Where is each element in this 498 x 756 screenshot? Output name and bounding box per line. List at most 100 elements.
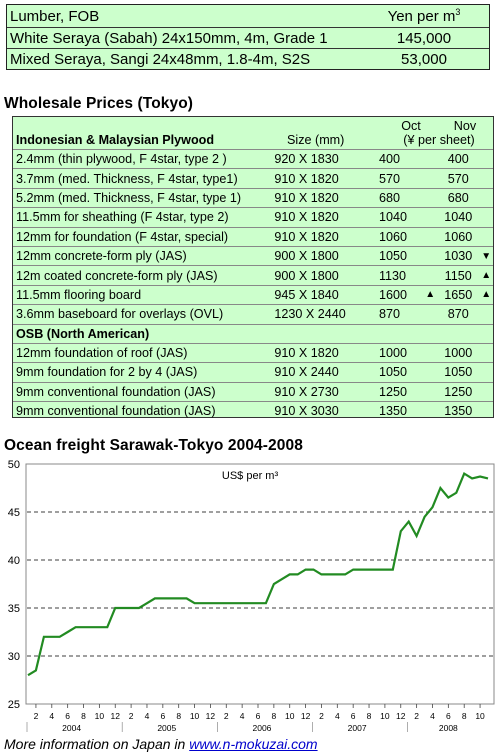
nov-price: 1060 (444, 229, 473, 244)
nov-price: 570 (447, 171, 469, 186)
x-tick-label: 8 (271, 711, 276, 721)
product-name: 3.6mm baseboard for overlays (OVL) (16, 307, 224, 322)
y-tick-label: 30 (8, 651, 20, 663)
x-year-label: 2007 (348, 723, 367, 733)
oct-price: 1040 (378, 210, 407, 225)
y-tick-label: 50 (8, 459, 20, 471)
lumber-header-row: Lumber, FOB Yen per m3 (7, 5, 489, 27)
plywood-row: 11.5mm flooring board 945 X 1840 1600 ▲ 1650… (13, 284, 493, 304)
nov-price: 680 (447, 190, 469, 205)
x-tick-label: 12 (111, 711, 121, 721)
product-size: 1230 X 2440 (274, 307, 346, 322)
x-year-label: 2008 (439, 723, 458, 733)
freight-title: Ocean freight Sarawak-Tokyo 2004-2008 (4, 437, 303, 454)
x-tick-label: 12 (301, 711, 311, 721)
product-name: 5.2mm (med. Thickness, F 4star, type 1) (16, 190, 242, 205)
x-tick-label: 2 (34, 711, 39, 721)
oct-price: 400 (378, 152, 400, 167)
x-tick-label: 4 (335, 711, 340, 721)
x-tick-label: 6 (446, 711, 451, 721)
product-size: 945 X 1840 (274, 287, 339, 302)
x-tick-label: 6 (160, 711, 165, 721)
product-size: 910 X 2730 (274, 384, 339, 399)
x-tick-label: 12 (206, 711, 216, 721)
lumber-item-name: Mixed Seraya, Sangi 24x48mm, 1.8-4m, S2S (10, 50, 311, 68)
plywood-price-table: Indonesian & Malaysian Plywood Size (mm)… (12, 116, 494, 418)
product-name: 9mm conventional foundation (JAS) (16, 384, 216, 399)
nov-price: 1000 (444, 346, 473, 361)
x-tick-label: 4 (240, 711, 245, 721)
x-year-label: 2006 (253, 723, 272, 733)
oct-price: 1350 (378, 404, 407, 419)
x-tick-label: 10 (475, 711, 485, 721)
product-name: 11.5mm for sheathing (F 4star, type 2) (16, 210, 229, 225)
freight-series-line (27, 471, 489, 677)
product-name: 12mm for foundation (F 4star, special) (16, 229, 229, 244)
product-name: 2.4mm (thin plywood, F 4star, type 2 ) (16, 152, 227, 167)
product-size: 910 X 1820 (274, 346, 339, 361)
x-tick-label: 2 (319, 711, 324, 721)
oct-price: 1050 (378, 365, 407, 380)
x-tick-label: 6 (65, 711, 70, 721)
product-name: 3.7mm (med. Thickness, F 4star, type1) (16, 171, 238, 186)
oct-price: 570 (378, 171, 400, 186)
lumber-row: Mixed Seraya, Sangi 24x48mm, 1.8-4m, S2S… (7, 48, 489, 69)
oct-price: 680 (378, 190, 400, 205)
price-up-arrow-icon: ▲ (481, 289, 492, 301)
nov-price: 1350 (444, 404, 473, 419)
osb-row: 9mm foundation for 2 by 4 (JAS) 910 X 244… (13, 362, 493, 381)
nov-price: 1030 (444, 249, 473, 264)
plywood-row: 12mm for foundation (F 4star, special) 91… (13, 226, 493, 246)
price-unit-header: (¥ per sheet) (403, 133, 475, 147)
nov-price: 400 (447, 152, 469, 167)
x-tick-label: 2 (224, 711, 229, 721)
product-size: 910 X 1820 (274, 171, 339, 186)
lumber-item-price: 53,000 (401, 50, 447, 68)
osb-row: 9mm conventional foundation (JAS) 910 X 3… (13, 401, 493, 420)
x-tick-label: 8 (176, 711, 181, 721)
nov-price: 1150 (444, 268, 472, 283)
product-name: 9mm foundation for 2 by 4 (JAS) (16, 365, 198, 380)
product-size: 920 X 1830 (274, 152, 339, 167)
product-size: 900 X 1800 (274, 249, 339, 264)
x-year-label: 2005 (157, 723, 176, 733)
osb-section-row: OSB (North American) (13, 323, 493, 343)
plywood-row: 2.4mm (thin plywood, F 4star, type 2 ) 92… (13, 149, 493, 168)
oct-price: 870 (378, 307, 400, 322)
x-tick-label: 6 (351, 711, 356, 721)
product-name: 9mm conventional foundation (JAS) (16, 404, 216, 419)
lumber-header-label: Lumber, FOB (10, 7, 100, 25)
plywood-row: 5.2mm (med. Thickness, F 4star, type 1) 9… (13, 187, 493, 207)
x-tick-label: 4 (430, 711, 435, 721)
nov-price: 1250 (444, 384, 473, 399)
price-up-arrow-icon: ▲ (481, 270, 492, 282)
plywood-row: 12mm concrete-form ply (JAS) 900 X 1800 10… (13, 245, 493, 265)
x-tick-label: 10 (285, 711, 295, 721)
product-size: 910 X 3030 (274, 404, 339, 419)
x-tick-label: 12 (396, 711, 406, 721)
product-size: 910 X 1820 (274, 229, 339, 244)
size-column-header: Size (mm) (287, 133, 345, 147)
footer-link[interactable]: www.n-mokuzai.com (189, 736, 318, 752)
oct-price: 1000 (378, 346, 407, 361)
osb-row: 9mm conventional foundation (JAS) 910 X 2… (13, 381, 493, 401)
nov-price: 1040 (444, 210, 473, 225)
lumber-item-price: 145,000 (396, 29, 452, 47)
product-size: 910 X 2440 (274, 365, 339, 380)
x-tick-label: 2 (414, 711, 419, 721)
product-name: 12mm concrete-form ply (JAS) (16, 249, 187, 264)
lumber-unit-label: Yen per m3 (387, 7, 461, 25)
lumber-price-table: Lumber, FOB Yen per m3 White Seraya (Sab… (6, 4, 490, 70)
oct-price: 1060 (378, 229, 407, 244)
plywood-row: 11.5mm for sheathing (F 4star, type 2) 91… (13, 207, 493, 226)
x-tick-label: 4 (145, 711, 150, 721)
x-tick-label: 4 (49, 711, 54, 721)
x-tick-label: 2 (129, 711, 134, 721)
footer: More information on Japan in www.n-mokuz… (4, 736, 318, 752)
y-tick-label: 25 (8, 699, 20, 711)
product-name: 12mm foundation of roof (JAS) (16, 346, 188, 361)
nov-price: 1650 (444, 287, 473, 302)
plywood-row: 3.6mm baseboard for overlays (OVL) 1230 X… (13, 304, 493, 323)
y-tick-label: 40 (8, 555, 20, 567)
